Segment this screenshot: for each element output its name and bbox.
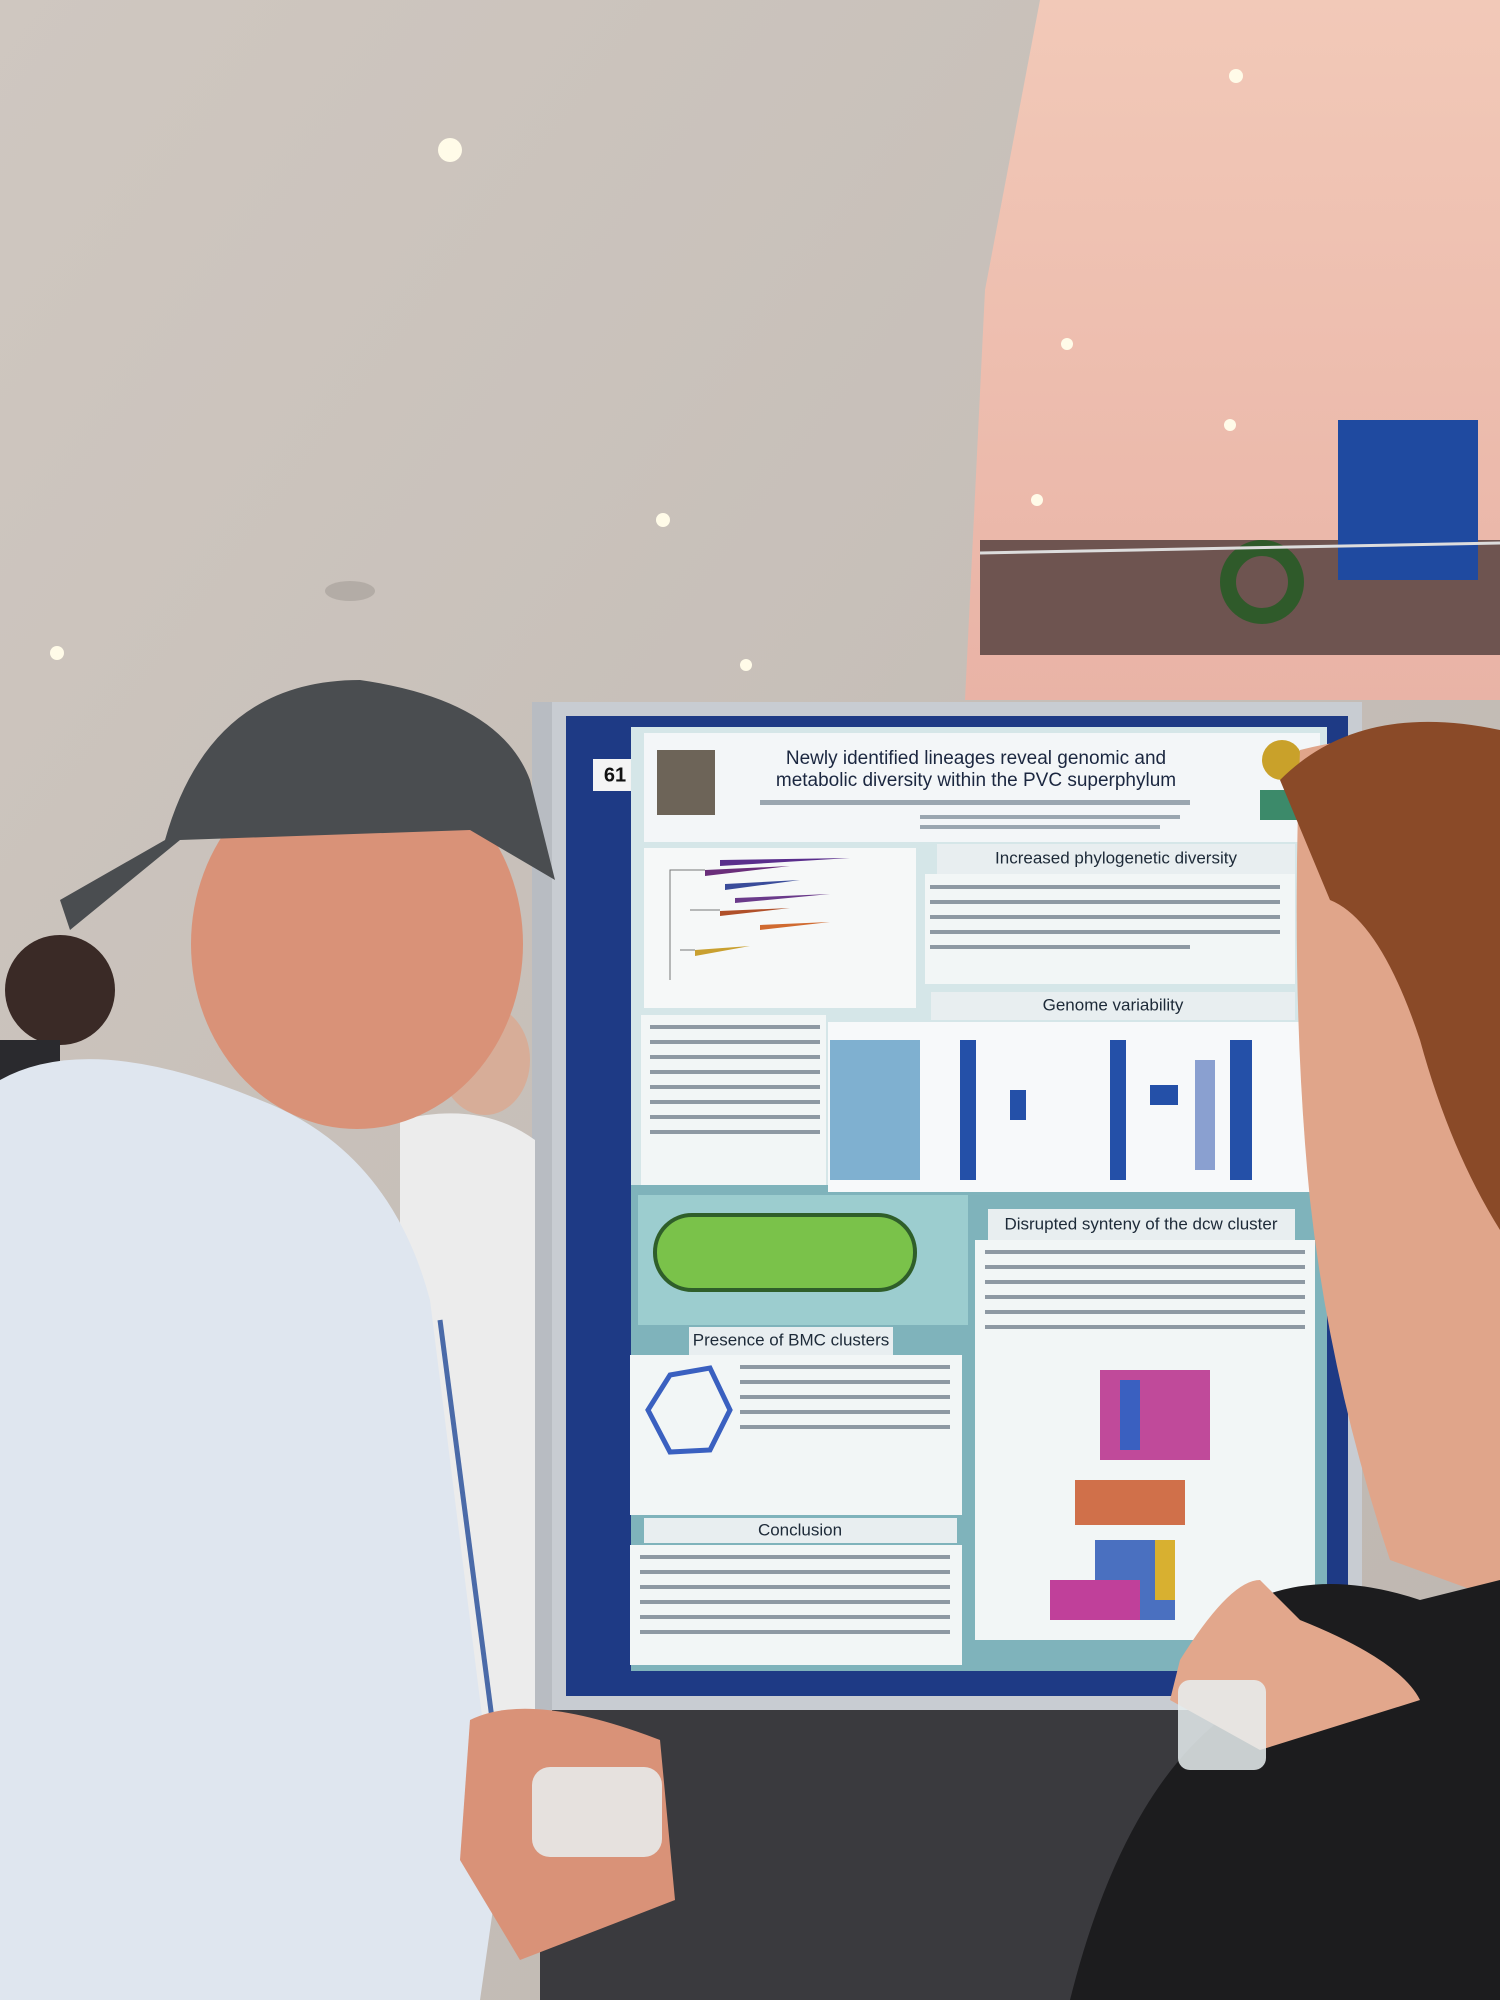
- poster-title-line: metabolic diversity within the PVC super…: [776, 770, 1176, 791]
- bmc-panel: [630, 1355, 962, 1515]
- synteny-plot: [1050, 1370, 1210, 1620]
- author-lines: [760, 800, 1190, 829]
- intro-panel: [925, 874, 1295, 984]
- bmc-icon: [645, 1365, 733, 1455]
- board-post: [532, 702, 552, 1782]
- man-head: [191, 759, 523, 1129]
- heading-box: [937, 844, 1295, 874]
- railing: [979, 541, 1500, 555]
- heading-box: [988, 1209, 1295, 1240]
- heading-box: [644, 1518, 957, 1543]
- man-shirt: [0, 1059, 500, 2000]
- title-box: [644, 733, 1320, 842]
- body-text-lines: [640, 885, 1305, 1634]
- right-person-hair: [1280, 721, 1500, 1230]
- man-cap: [60, 680, 555, 930]
- bacterium: [653, 1213, 917, 1292]
- background-person: [5, 935, 115, 1045]
- heading-box: [931, 992, 1295, 1020]
- section-heading: Genome variability: [1043, 995, 1184, 1014]
- tree: [669, 858, 850, 980]
- blue-panel: [1338, 420, 1478, 580]
- ceiling-lights: [50, 69, 1243, 671]
- glass: [1178, 1680, 1266, 1770]
- poster-number: 61: [604, 764, 626, 786]
- tree-panel: [644, 848, 916, 1008]
- section-heading: Presence of BMC clusters: [693, 1330, 890, 1349]
- poster-title-line: Newly identified lineages reveal genomic…: [786, 748, 1166, 769]
- heatmap: [830, 1040, 1252, 1180]
- ceiling-fixture: [325, 581, 375, 601]
- heading-box: [689, 1327, 893, 1355]
- number-card: [593, 759, 638, 791]
- shirt-placket: [437, 1319, 503, 1781]
- section-heading: Increased phylogenetic diversity: [995, 848, 1237, 867]
- glass: [532, 1767, 662, 1857]
- section-heading: Conclusion: [758, 1520, 842, 1539]
- conclusion-panel: [630, 1545, 962, 1665]
- author-photo: [657, 750, 715, 815]
- section-heading: Disrupted synteny of the dcw cluster: [1004, 1214, 1277, 1233]
